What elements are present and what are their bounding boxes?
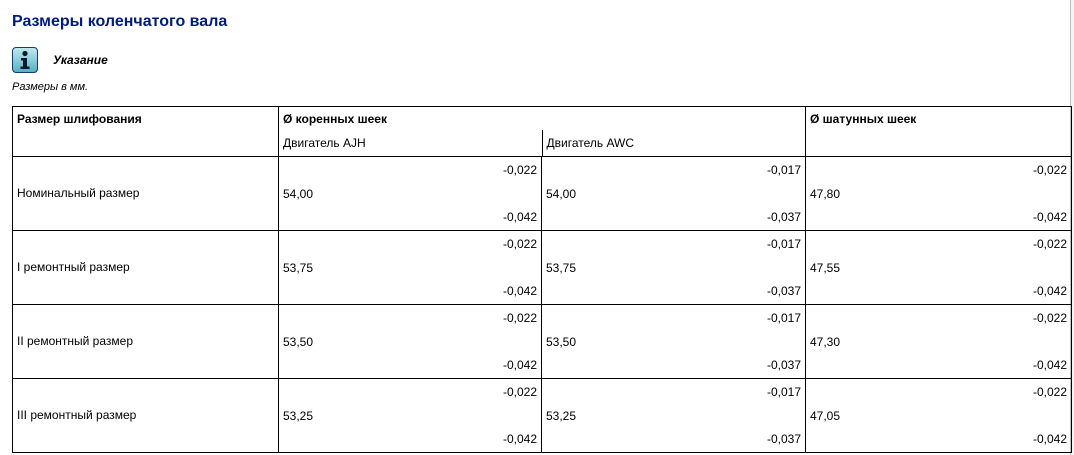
value-cell: -0,022 47,05 -0,042 [805, 377, 1072, 453]
value-cell: -0,022 47,55 -0,042 [805, 229, 1072, 305]
note-block: Указание [12, 46, 108, 74]
header-row: Размер шлифования Ø коренных шеек Ø шату… [12, 106, 1072, 157]
value-cell: -0,022 47,80 -0,042 [805, 155, 1072, 231]
nominal-value: 54,00 [546, 186, 577, 201]
upper-tolerance: -0,017 [766, 162, 801, 177]
row-label: I ремонтный размер [12, 229, 279, 305]
lower-tolerance: -0,042 [502, 283, 537, 298]
lower-tolerance: -0,037 [766, 209, 801, 224]
lower-tolerance: -0,042 [502, 357, 537, 372]
crankshaft-dimensions-table: Размер шлифования Ø коренных шеек Ø шату… [12, 106, 1072, 453]
engine-header-ajh: Двигатель AJH [278, 129, 542, 157]
nominal-value: 53,75 [283, 260, 314, 275]
nominal-value: 54,00 [283, 186, 314, 201]
engine-header-awc: Двигатель AWC [541, 129, 806, 157]
table-row: I ремонтный размер -0,022 53,75 -0,042 -… [12, 229, 1072, 305]
upper-tolerance: -0,022 [1032, 384, 1067, 399]
lower-tolerance: -0,042 [1032, 431, 1067, 446]
lower-tolerance: -0,042 [1032, 283, 1067, 298]
page-title: Размеры коленчатого вала [12, 13, 228, 30]
upper-tolerance: -0,022 [1032, 162, 1067, 177]
nominal-value: 47,80 [810, 186, 841, 201]
value-cell: -0,022 53,50 -0,042 [278, 303, 542, 379]
note-label: Указание [53, 53, 108, 67]
upper-tolerance: -0,017 [766, 384, 801, 399]
upper-tolerance: -0,022 [502, 310, 537, 325]
lower-tolerance: -0,042 [1032, 357, 1067, 372]
upper-tolerance: -0,017 [766, 310, 801, 325]
table-row: Номинальный размер -0,022 54,00 -0,042 -… [12, 155, 1072, 231]
value-cell: -0,022 54,00 -0,042 [278, 155, 542, 231]
nominal-value: 47,30 [810, 334, 841, 349]
value-cell: -0,017 53,75 -0,037 [541, 229, 806, 305]
value-cell: -0,022 47,30 -0,042 [805, 303, 1072, 379]
upper-tolerance: -0,022 [502, 236, 537, 251]
nominal-value: 53,75 [546, 260, 577, 275]
value-cell: -0,017 53,50 -0,037 [541, 303, 806, 379]
engine-row: Двигатель AJH Двигатель AWC [13, 129, 1072, 157]
value-cell: -0,017 53,25 -0,037 [541, 377, 806, 453]
engine-label: Двигатель AWC [546, 135, 635, 150]
nominal-value: 47,05 [810, 408, 841, 423]
table-row: II ремонтный размер -0,022 53,50 -0,042 … [12, 303, 1072, 379]
upper-tolerance: -0,022 [502, 162, 537, 177]
lower-tolerance: -0,037 [766, 357, 801, 372]
nominal-value: 53,25 [546, 408, 577, 423]
units-note: Размеры в мм. [12, 81, 89, 93]
row-label: III ремонтный размер [12, 377, 279, 453]
nominal-value: 53,25 [283, 408, 314, 423]
value-cell: -0,022 53,75 -0,042 [278, 229, 542, 305]
nominal-value: 53,50 [546, 334, 577, 349]
lower-tolerance: -0,037 [766, 431, 801, 446]
upper-tolerance: -0,017 [766, 236, 801, 251]
nominal-value: 53,50 [283, 334, 314, 349]
lower-tolerance: -0,042 [1032, 209, 1067, 224]
lower-tolerance: -0,042 [502, 209, 537, 224]
header-size: Размер шлифования [12, 106, 279, 157]
upper-tolerance: -0,022 [1032, 236, 1067, 251]
header-main-journals: Ø коренных шеек [278, 106, 806, 130]
row-label: Номинальный размер [12, 155, 279, 231]
value-cell: -0,022 53,25 -0,042 [278, 377, 542, 453]
lower-tolerance: -0,042 [502, 431, 537, 446]
table-row: III ремонтный размер -0,022 53,25 -0,042… [12, 377, 1072, 453]
upper-tolerance: -0,022 [1032, 310, 1067, 325]
engine-label: Двигатель AJH [283, 135, 366, 150]
header-conrod-journals: Ø шатунных шеек [805, 106, 1072, 157]
lower-tolerance: -0,037 [766, 283, 801, 298]
info-icon [12, 47, 38, 73]
row-label: II ремонтный размер [12, 303, 279, 379]
upper-tolerance: -0,022 [502, 384, 537, 399]
value-cell: -0,017 54,00 -0,037 [541, 155, 806, 231]
nominal-value: 47,55 [810, 260, 841, 275]
